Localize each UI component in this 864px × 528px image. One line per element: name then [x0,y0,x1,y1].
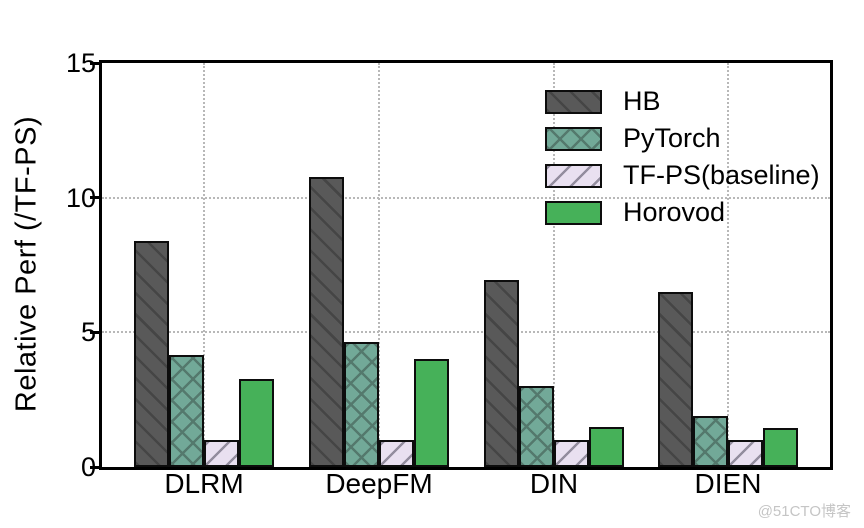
y-tick-label-15: 15 [65,48,96,78]
legend-label-horovod: Horovod [623,197,726,227]
legend-swatch-horovod [545,200,602,225]
legend-label-hb: HB [623,86,661,116]
x-tick-label-dien: DIEN [694,468,762,499]
gridline-horizontal-10 [102,196,830,199]
legend-item-pytorch: PyTorch [545,120,820,157]
y-tick-label-0: 0 [80,452,96,482]
bar-hb-dien [658,291,693,467]
bar-hb-din [484,279,519,467]
legend-item-hb: HB [545,83,820,120]
bar-horovod-dlrm [239,379,274,467]
gridline-vertical-dien [727,63,729,467]
bar-horovod-din [589,426,624,467]
bar-tf-ps-baseline-dien [728,440,763,467]
bar-hb-dlrm [134,240,169,467]
x-tick-label-din: DIN [529,468,579,499]
plot-inner: HB PyTorch TF-PS(baseline) Horovod [102,63,830,467]
legend-swatch-tf-ps-baseline [545,163,602,188]
legend-swatch-hb [545,89,602,114]
bar-horovod-deepfm [414,359,449,467]
bar-hb-deepfm [309,177,344,467]
y-tick-label-5: 5 [80,317,96,348]
y-tick-mark-0 [90,465,99,469]
y-tick-label-10: 10 [65,182,96,213]
legend-swatch-pytorch [545,126,602,151]
bar-tf-ps-baseline-din [554,440,589,467]
bar-pytorch-din [519,386,554,467]
gridline-vertical-dlrm [203,63,205,467]
legend-item-horovod: Horovod [545,194,820,231]
gridline-vertical-din [553,63,555,467]
legend-label-pytorch: PyTorch [623,123,721,153]
bar-pytorch-deepfm [344,341,379,467]
bar-horovod-dien [763,427,798,467]
legend-item-tf-ps-baseline: TF-PS(baseline) [545,157,820,194]
plot-area: HB PyTorch TF-PS(baseline) Horovod [99,60,833,470]
bar-pytorch-dlrm [169,355,204,467]
y-tick-mark-10 [90,196,99,200]
bar-tf-ps-baseline-dlrm [204,440,239,467]
y-tick-mark-5 [90,330,99,334]
watermark: @51CTO博客 [757,503,851,520]
gridline-vertical-deepfm [378,63,380,467]
x-tick-label-deepfm: DeepFM [325,468,433,499]
y-axis-label: Relative Perf (/TF-PS) [10,115,43,413]
y-tick-mark-15 [90,61,99,65]
bar-tf-ps-baseline-deepfm [379,440,414,467]
gridline-horizontal-5 [102,331,830,334]
bar-pytorch-dien [693,415,728,467]
legend: HB PyTorch TF-PS(baseline) Horovod [545,83,820,231]
x-tick-label-dlrm: DLRM [164,468,244,499]
legend-label-tf-ps-baseline: TF-PS(baseline) [623,160,820,190]
